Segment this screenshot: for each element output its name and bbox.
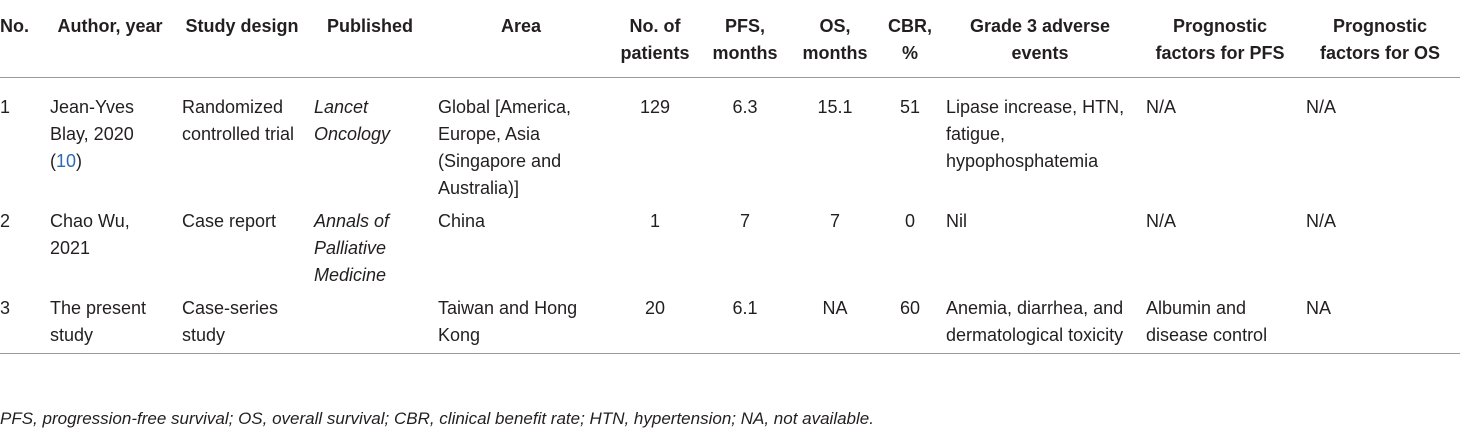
- cell-no: 1: [0, 97, 11, 117]
- cell-patients: 20: [644, 298, 666, 318]
- cell-published: Annals of Palliative Medicine: [314, 211, 390, 285]
- cell-cbr: 60: [899, 298, 921, 318]
- cell-no: 3: [0, 298, 11, 318]
- cell-area: Global [America, Europe, Asia (Singapore…: [438, 97, 572, 198]
- header-cell-os: OS, months: [802, 16, 868, 63]
- cell-design: Case-series study: [182, 298, 279, 345]
- cell-design: Randomized controlled trial: [182, 97, 295, 144]
- cell-os: 7: [829, 211, 840, 231]
- header-cell-author: Author, year: [57, 16, 163, 36]
- table-footnote: PFS, progression-free survival; OS, over…: [0, 409, 874, 428]
- header-cell-patients: No. of patients: [620, 16, 690, 63]
- header-cell-adverse: Grade 3 adverse events: [969, 16, 1111, 63]
- cell-prog-pfs: N/A: [1146, 97, 1177, 117]
- table-row: 1 Jean-Yves Blay, 2020 (10) Randomized c…: [0, 78, 1460, 209]
- author-text: Jean-Yves Blay, 2020: [50, 97, 135, 144]
- header-cell-cbr: CBR, %: [888, 16, 932, 63]
- cell-prog-os: N/A: [1306, 211, 1337, 231]
- cell-no: 2: [0, 211, 11, 231]
- table-row: 3 The present study Case-series study Ta…: [0, 295, 1460, 354]
- cell-cbr: 0: [904, 211, 915, 231]
- comparison-table: No. Author, year Study design Published …: [0, 2, 1460, 354]
- cell-patients: 1: [649, 211, 660, 231]
- header-cell-pfs: PFS, months: [712, 16, 778, 63]
- cell-cbr: 51: [899, 97, 921, 117]
- cell-os: NA: [822, 298, 848, 318]
- header-row: No. Author, year Study design Published …: [0, 2, 1460, 78]
- cell-adverse: Nil: [946, 211, 967, 231]
- cell-prog-pfs: N/A: [1146, 211, 1177, 231]
- cell-area: China: [438, 211, 486, 231]
- cell-adverse: Anemia, diarrhea, and dermatological tox…: [946, 298, 1124, 345]
- cell-published: Lancet Oncology: [314, 97, 391, 144]
- header-cell-area: Area: [500, 16, 542, 36]
- cell-author: Jean-Yves Blay, 2020 (10): [50, 97, 135, 171]
- header-cell-prog-pfs: Prognostic factors for PFS: [1155, 16, 1285, 63]
- cell-prog-pfs: Albumin and disease control: [1146, 298, 1268, 345]
- cell-prog-os: NA: [1306, 298, 1332, 318]
- table-row: 2 Chao Wu, 2021 Case report Annals of Pa…: [0, 208, 1460, 295]
- reference-link[interactable]: 10: [56, 151, 77, 171]
- cell-pfs: 6.3: [732, 97, 758, 117]
- cell-patients: 129: [639, 97, 671, 117]
- cell-pfs: 7: [739, 211, 750, 231]
- cell-os: 15.1: [817, 97, 853, 117]
- cell-prog-os: N/A: [1306, 97, 1337, 117]
- cell-author: Chao Wu, 2021: [50, 211, 130, 258]
- header-cell-design: Study design: [185, 16, 299, 36]
- cell-published: [308, 295, 432, 354]
- header-cell-prog-os: Prognostic factors for OS: [1319, 16, 1441, 63]
- cell-design: Case report: [182, 211, 277, 231]
- header-cell-published: Published: [326, 16, 413, 36]
- header-cell-no: No.: [0, 16, 29, 36]
- cell-pfs: 6.1: [732, 298, 758, 318]
- cell-area: Taiwan and Hong Kong: [438, 298, 578, 345]
- cell-author: The present study: [50, 298, 147, 345]
- cell-adverse: Lipase increase, HTN, fatigue, hypophosp…: [946, 97, 1125, 171]
